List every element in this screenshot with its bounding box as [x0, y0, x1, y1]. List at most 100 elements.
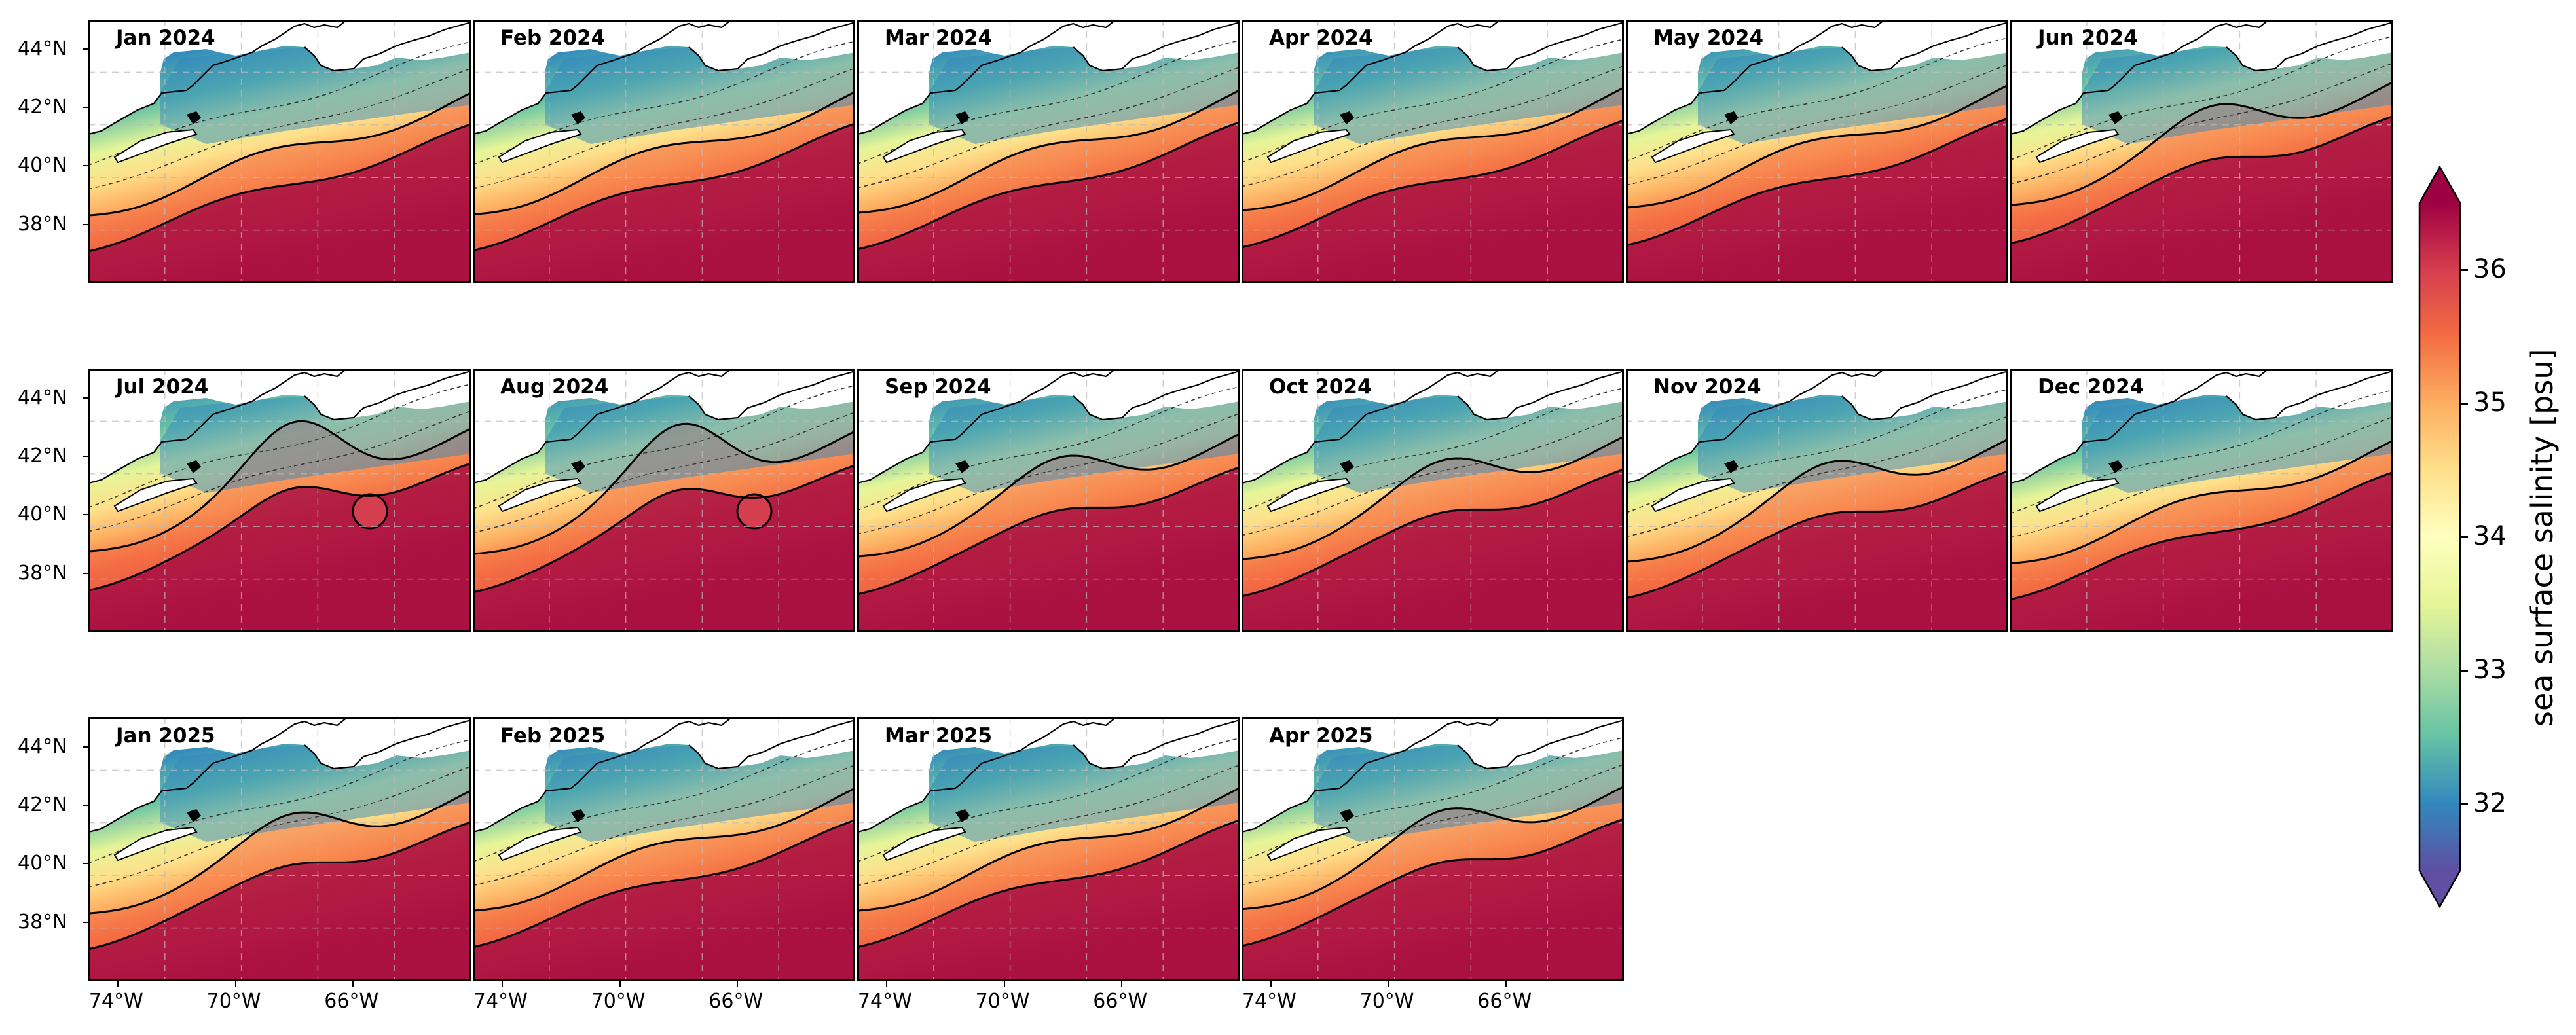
contour-solid	[1626, 84, 2008, 209]
contour-dashed	[1626, 415, 2008, 537]
coastline	[88, 717, 348, 833]
colorbar-title: sea surface salinity [psu]	[2524, 348, 2560, 727]
coastline	[688, 370, 855, 421]
contour-solid	[2010, 115, 2393, 245]
long-island	[2035, 477, 2120, 513]
colorbar-tick	[2460, 536, 2468, 538]
gulf-stream-water	[2010, 472, 2393, 632]
cape-cod	[1340, 460, 1354, 473]
map-panel: Nov 2024	[1626, 369, 2008, 632]
cape-cod	[1724, 460, 1739, 473]
contour-solid	[857, 433, 1240, 558]
panel-title: Mar 2024	[885, 26, 993, 50]
fresh-shelf-water	[2082, 47, 2393, 144]
land-mask	[473, 369, 855, 483]
long-island	[113, 128, 198, 164]
land-mask	[857, 20, 1240, 134]
latitude-label: 44°N	[18, 735, 67, 758]
longitude-label: 74°W	[473, 990, 528, 1013]
gulf-stream-water	[1242, 469, 1624, 632]
latitude-label: 38°N	[18, 561, 67, 585]
contour-solid	[1242, 119, 1624, 249]
coastline	[1242, 20, 1501, 136]
fresh-shelf-water	[929, 396, 1240, 493]
cape-cod	[571, 111, 585, 124]
gulf-stream-water	[88, 822, 471, 981]
cape-cod	[187, 111, 201, 124]
coastline	[1242, 717, 1501, 833]
coastline	[304, 370, 471, 421]
panel-title: Nov 2024	[1653, 375, 1761, 399]
contour-dashed	[2010, 416, 2393, 538]
contour-dashed	[2010, 62, 2393, 185]
salinity-map	[2010, 369, 2393, 632]
long-island	[113, 826, 198, 862]
salinity-map	[2010, 20, 2393, 283]
salinity-map	[1242, 369, 1624, 632]
colorbar-outline	[2418, 165, 2461, 909]
salinity-map	[473, 717, 855, 981]
fresh-shelf-water	[929, 745, 1240, 842]
map-panel: Jul 2024	[88, 369, 471, 632]
contour-solid	[473, 819, 855, 949]
cape-cod	[187, 460, 201, 473]
panel-title: Oct 2024	[1269, 375, 1372, 399]
panel-title: Aug 2024	[500, 375, 609, 399]
land-mask	[473, 717, 855, 832]
colorbar-tick	[2460, 402, 2468, 405]
coastline	[688, 719, 855, 770]
longitude-tick	[1121, 981, 1123, 987]
cape-cod	[955, 809, 970, 822]
contour-solid	[88, 92, 471, 217]
contour-dashed	[88, 410, 471, 532]
contour-dashed	[1242, 414, 1624, 536]
colorbar-tick	[2460, 268, 2468, 271]
latitude-label: 44°N	[18, 386, 67, 409]
coastline	[2226, 370, 2393, 421]
latitude-label: 40°N	[18, 154, 67, 177]
longitude-label: 66°W	[324, 990, 379, 1013]
contour-dashed	[473, 67, 855, 189]
latitude-label: 44°N	[18, 37, 67, 60]
land-mask	[88, 717, 471, 832]
latitude-tick	[83, 165, 88, 167]
contour-dashed	[88, 765, 471, 888]
salinity-map	[1626, 20, 2008, 283]
longitude-label: 70°W	[206, 990, 261, 1013]
contour-solid	[857, 89, 1240, 214]
longitude-label: 74°W	[88, 990, 143, 1013]
longitude-label: 70°W	[1359, 990, 1414, 1013]
salinity-map	[1242, 717, 1624, 981]
map-panel: Oct 2024	[1242, 369, 1624, 632]
longitude-label: 74°W	[1242, 990, 1297, 1013]
longitude-tick	[1388, 981, 1389, 987]
colorbar-tick-label: 34	[2473, 521, 2507, 551]
colorbar-extend-max	[2420, 167, 2460, 203]
contour-solid	[1242, 86, 1624, 211]
latitude-tick	[83, 456, 88, 457]
contour-dashed	[1626, 64, 2008, 186]
salinity-map	[473, 369, 855, 632]
map-panel: Dec 2024	[2010, 369, 2393, 632]
fresh-shelf-water	[545, 47, 855, 144]
panel-title: Dec 2024	[2038, 375, 2144, 399]
salinity-map	[857, 717, 1240, 981]
coastline	[857, 20, 1116, 136]
longitude-label: 70°W	[591, 990, 646, 1013]
panel-title: Feb 2025	[500, 724, 606, 748]
contour-solid	[1242, 435, 1624, 560]
cape-cod	[1724, 111, 1739, 124]
latitude-tick	[83, 48, 88, 50]
longitude-tick	[501, 981, 503, 987]
long-island	[882, 826, 966, 862]
coastline	[1626, 20, 1885, 136]
land-mask	[473, 20, 855, 134]
land-mask	[2010, 20, 2393, 134]
long-island	[498, 477, 582, 513]
panel-title: Jul 2024	[116, 375, 209, 399]
cape-cod	[571, 809, 585, 822]
coastline	[88, 369, 348, 484]
coastline	[304, 21, 471, 72]
land-mask	[1626, 20, 2008, 134]
cape-cod	[2108, 460, 2123, 473]
